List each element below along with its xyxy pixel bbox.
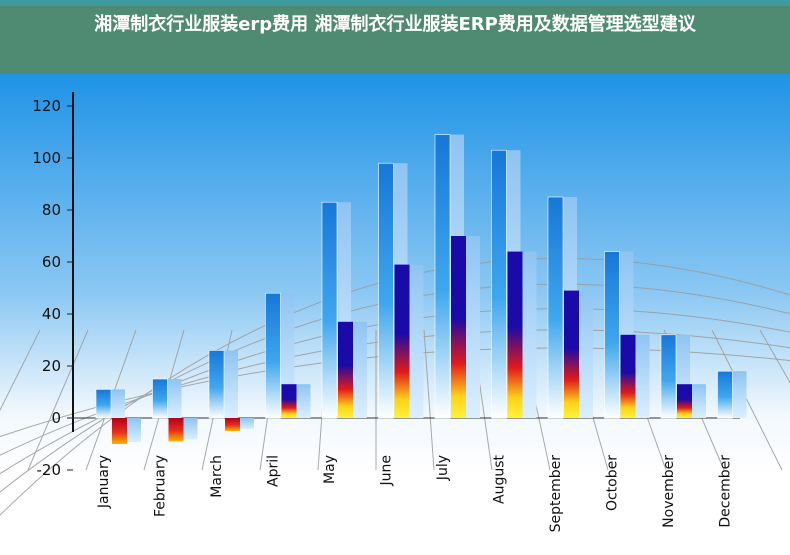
x-tick-label: November: [661, 455, 677, 528]
bar-series2-september: [564, 290, 579, 418]
bar-shadow: [409, 264, 424, 418]
y-ticks: -20 0 20 40 60 80 100 120: [32, 97, 73, 479]
bar-shadow: [296, 384, 311, 418]
bar-shadow: [111, 389, 125, 418]
y-tick-label: 40: [42, 305, 61, 323]
bar-series2-may: [338, 321, 353, 418]
bar-series1-october: [604, 251, 620, 419]
x-tick-label: September: [548, 455, 564, 533]
floor-arc-4: [0, 257, 790, 516]
title-stripe: [0, 0, 790, 6]
bar-series2-november: [677, 384, 692, 418]
floor-arc-3: [0, 283, 790, 493]
bar-shadow: [732, 371, 747, 418]
bar-series2-august: [507, 251, 523, 418]
bars: [95, 134, 747, 444]
floor-ray-15: [759, 329, 790, 384]
bar-shadow: [183, 418, 198, 440]
y-tick-label: 60: [42, 253, 61, 271]
x-tick-label: October: [605, 455, 621, 511]
bar-series2-march: [225, 418, 240, 431]
bar-chart: -20 0 20 40 60 80 100 120 January February March A…: [0, 74, 790, 532]
bar-series2-april: [281, 384, 297, 418]
y-tick-label: 100: [32, 149, 61, 167]
bar-series1-february: [152, 378, 168, 419]
bar-series1-november: [660, 334, 677, 419]
bar-series1-december: [717, 370, 733, 419]
bar-shadow: [167, 379, 182, 418]
bar-series1-july: [434, 134, 451, 419]
y-tick-label: 0: [51, 409, 61, 427]
bar-series1-march: [208, 350, 225, 419]
bar-series2-june: [394, 264, 410, 418]
y-tick-label: -20: [37, 461, 62, 479]
bar-series2-february: [168, 418, 184, 442]
bar-series2-july: [451, 236, 466, 418]
floor-ray-1: [27, 329, 89, 471]
x-tick-label: December: [718, 455, 734, 528]
bar-shadow: [224, 350, 238, 418]
x-tick-label: May: [322, 455, 338, 484]
y-tick-label: 20: [42, 357, 61, 375]
bar-series1-september: [547, 196, 564, 419]
x-tick-label: June: [379, 455, 395, 487]
bar-series1-may: [321, 201, 338, 419]
bar-shadow: [240, 418, 254, 429]
page-title: 湘潭制衣行业服装erp费用 湘潭制衣行业服装ERP费用及数据管理选型建议: [94, 14, 696, 35]
bar-shadow: [635, 334, 650, 418]
bar-shadow: [692, 384, 706, 418]
floor-ray-8: [423, 329, 435, 471]
title-bar: 湘潭制衣行业服装erp费用 湘潭制衣行业服装ERP费用及数据管理选型建议: [0, 0, 790, 74]
x-tick-label: April: [266, 455, 282, 487]
bar-shadow: [466, 236, 480, 418]
bar-shadow: [127, 418, 141, 442]
x-tick-label: March: [209, 455, 225, 498]
x-tick-label: February: [153, 455, 169, 517]
floor-ray-0: [0, 329, 41, 412]
bar-shadow: [353, 321, 367, 418]
bar-series2-october: [620, 334, 636, 418]
bar-series2-january: [112, 418, 127, 444]
bar-series1-april: [265, 292, 281, 419]
bar-series1-august: [491, 149, 507, 419]
bar-series1-june: [378, 162, 394, 419]
y-tick-label: 120: [32, 97, 61, 115]
x-tick-label: August: [492, 454, 508, 504]
floor-ray-14: [711, 329, 783, 471]
bar-shadow: [522, 251, 537, 418]
x-tick-label: July: [435, 455, 451, 481]
bar-series1-january: [95, 389, 112, 419]
y-tick-label: 80: [42, 201, 61, 219]
x-ticks: January February March April May June July Augu…: [96, 454, 734, 532]
x-tick-label: January: [96, 455, 112, 509]
bar-shadow: [579, 290, 593, 418]
